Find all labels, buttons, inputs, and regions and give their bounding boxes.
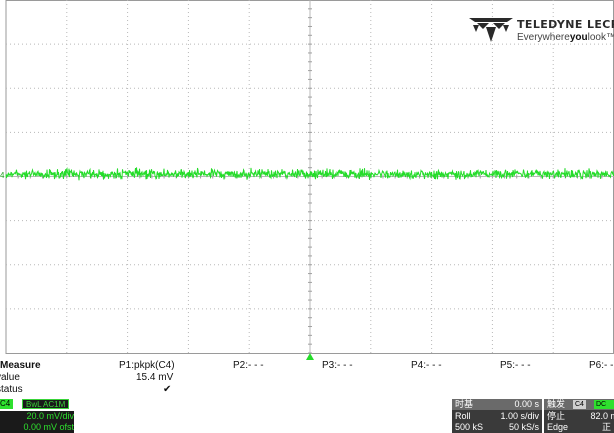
trigger-header: 触发 C4 DC — [544, 399, 614, 410]
trigger-source: C4 — [573, 400, 586, 409]
measure-value-row: value 15.4 mV — [0, 372, 614, 384]
timebase-samples: 500 kS — [455, 422, 484, 432]
channel-ground-marker[interactable]: 4 — [0, 171, 5, 180]
brand-name: TELEDYNE LECROY — [517, 18, 614, 31]
timebase-tdiv: 1.00 s/div — [500, 411, 539, 421]
teledyne-lecroy-logo — [469, 18, 513, 42]
channel-c4-bandwidth-coupling: BwL AC1M — [22, 399, 70, 409]
timebase-row: Roll 1.00 s/div — [452, 411, 542, 422]
timebase-title: 时基 — [455, 399, 474, 409]
channel-c4-descriptor[interactable]: C4 BwL AC1M 20.0 mV/div 0.00 mV ofst — [0, 399, 76, 433]
measure-header-row: Measure P1:pkpk(C4) P2:- - - P3:- - - P4… — [0, 360, 614, 372]
trigger-level: 82.0 mV — [590, 411, 614, 421]
trigger-state: 停止 — [547, 411, 566, 421]
param-p4-name[interactable]: P4:- - - — [411, 360, 442, 371]
timebase-header: 时基 0.00 s — [452, 399, 542, 410]
trigger-slope: 正 — [601, 422, 611, 432]
trigger-coupling: DC — [594, 400, 614, 409]
measure-status-row: status ✔ — [0, 384, 614, 396]
channel-c4-vdiv: 20.0 mV/div — [0, 411, 74, 422]
timebase-descriptor[interactable]: 时基 0.00 s Roll 1.00 s/div 500 kS 50 kS/s — [452, 399, 542, 433]
timebase-mode: Roll — [455, 411, 471, 421]
status-row-label: status — [0, 384, 23, 395]
timebase-row: 500 kS 50 kS/s — [452, 422, 542, 433]
trigger-position-marker[interactable] — [306, 353, 314, 360]
timebase-delay: 0.00 s — [514, 399, 539, 409]
measure-table: Measure P1:pkpk(C4) P2:- - - P3:- - - P4… — [0, 360, 614, 396]
timebase-rate: 50 kS/s — [508, 422, 539, 432]
trigger-row: Edge 正 — [544, 422, 614, 433]
trigger-title: 触发 — [547, 399, 566, 409]
param-p1-value: 15.4 mV — [136, 372, 174, 383]
value-row-label: value — [0, 372, 20, 383]
param-p1-name[interactable]: P1:pkpk(C4) — [119, 360, 175, 371]
param-p5-name[interactable]: P5:- - - — [500, 360, 531, 371]
trigger-type: Edge — [547, 422, 569, 432]
trigger-row: 停止 82.0 mV — [544, 411, 614, 422]
trigger-descriptor[interactable]: 触发 C4 DC 停止 82.0 mV Edge 正 — [544, 399, 614, 433]
param-p2-name[interactable]: P2:- - - — [233, 360, 264, 371]
brand-logo-block: TELEDYNE LECROY Everywhereyoulook™ — [469, 14, 614, 44]
measure-row-label: Measure — [0, 360, 41, 371]
param-p3-name[interactable]: P3:- - - — [322, 360, 353, 371]
param-p1-status-check-icon: ✔ — [163, 384, 172, 395]
waveform-display[interactable]: TELEDYNE LECROY Everywhereyoulook™ 4 — [0, 0, 614, 355]
channel-c4-tag: C4 — [0, 399, 14, 409]
channel-c4-offset: 0.00 mV ofst — [0, 422, 74, 433]
param-p6-name[interactable]: P6:- - - — [589, 360, 614, 371]
waveform-trace-c4 — [5, 166, 614, 181]
graticule — [5, 0, 614, 354]
brand-tagline: Everywhereyoulook™ — [517, 32, 614, 43]
